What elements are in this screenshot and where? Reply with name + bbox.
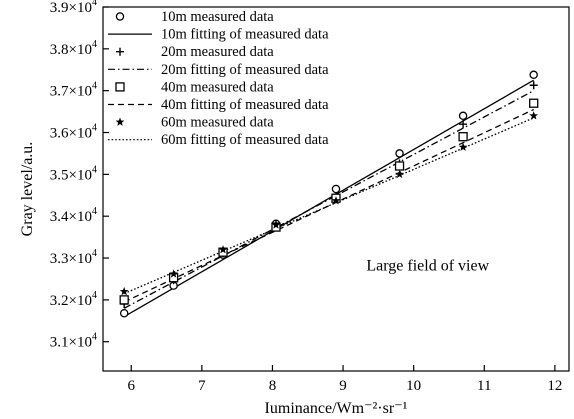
legend-label: 10m fitting of measured data xyxy=(161,27,329,43)
y-axis-title: Gray level/a.u. xyxy=(19,142,36,237)
plot-frame xyxy=(102,6,570,372)
legend-label: 60m fitting of measured data xyxy=(161,132,329,148)
fit-line xyxy=(123,90,535,309)
x-tick-label: 6 xyxy=(127,378,135,394)
legend-label: 20m fitting of measured data xyxy=(161,62,329,78)
x-tick-label: 12 xyxy=(547,378,562,394)
data-point-square xyxy=(394,161,405,171)
y-tick-label: 3.2×104 xyxy=(50,290,97,309)
fit-line xyxy=(123,79,535,318)
data-point-star xyxy=(119,286,129,296)
legend-label: 40m measured data xyxy=(161,79,274,95)
legend: 10m measured data 10m fitting of measured… xyxy=(108,9,329,148)
legend-marker-star xyxy=(115,117,125,126)
x-tick-label: 9 xyxy=(339,378,347,394)
legend-marker-square xyxy=(115,82,125,92)
data-point-star xyxy=(218,245,228,254)
data-point-square xyxy=(458,132,468,142)
legend-marker-circle xyxy=(115,12,125,21)
data-point-star xyxy=(169,269,178,278)
x-axis: 6 7 8 9 10 11 12 xyxy=(127,365,562,394)
legend-label: 20m measured data xyxy=(161,44,274,60)
data-markers xyxy=(119,70,539,318)
y-tick-label: 3.3×104 xyxy=(50,248,97,267)
y-tick-label: 3.5×104 xyxy=(50,164,97,183)
legend-label: 10m measured data xyxy=(161,9,274,25)
data-point-square xyxy=(119,295,129,305)
y-tick-label: 3.7×104 xyxy=(50,81,97,100)
data-point-star xyxy=(331,196,341,205)
y-tick-label: 3.1×104 xyxy=(50,332,97,351)
data-point-square xyxy=(529,98,539,108)
data-point-circle xyxy=(395,149,404,158)
x-tick-label: 8 xyxy=(269,378,277,394)
data-point-circle xyxy=(331,184,341,194)
x-axis-title: Iuminance/Wm⁻²·sr⁻¹ xyxy=(265,400,408,417)
data-point-plus xyxy=(459,120,468,129)
data-point-star xyxy=(458,142,468,151)
data-point-circle xyxy=(119,309,129,318)
legend-label: 60m measured data xyxy=(161,115,274,131)
data-point-plus xyxy=(529,81,538,90)
y-tick-label: 3.6×104 xyxy=(50,123,97,142)
x-tick-label: 11 xyxy=(477,378,491,394)
y-tick-label: 3.4×104 xyxy=(50,206,97,225)
y-tick-label: 3.9×104 xyxy=(50,0,97,16)
legend-marker-plus xyxy=(116,47,124,56)
annotation-large-field-of-view: Large field of view xyxy=(366,258,489,275)
data-point-star xyxy=(271,220,281,229)
data-point-circle xyxy=(529,70,538,80)
data-point-star xyxy=(529,111,539,120)
legend-label: 40m fitting of measured data xyxy=(161,97,329,113)
y-tick-label: 3.8×104 xyxy=(50,39,97,58)
fit-line xyxy=(123,108,534,303)
y-axis: 3.1×104 3.2×104 3.3×104 3.4×104 3.5×104 3.6×1… xyxy=(50,0,109,351)
data-point-star xyxy=(395,169,404,179)
x-tick-label: 10 xyxy=(406,378,421,394)
data-point-circle xyxy=(458,111,468,121)
x-tick-label: 7 xyxy=(198,378,206,394)
